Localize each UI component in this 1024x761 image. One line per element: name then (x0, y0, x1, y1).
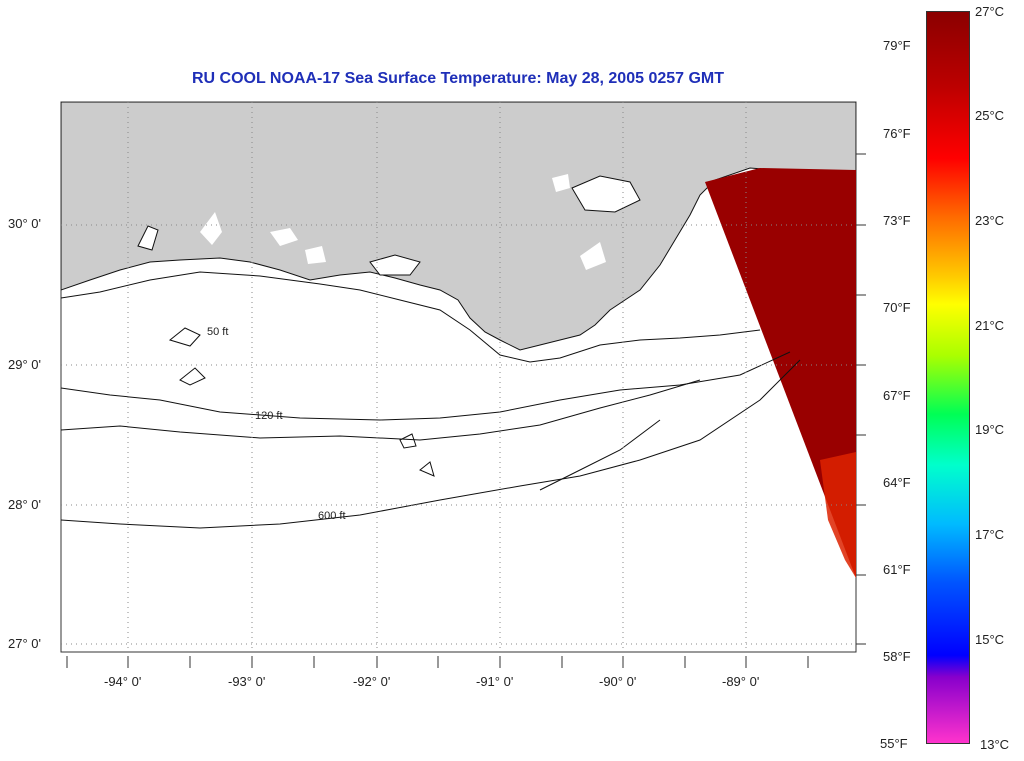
contour-label: 50 ft (207, 326, 229, 338)
temperature-colorbar (926, 11, 970, 744)
map-title: RU COOL NOAA-17 Sea Surface Temperature:… (191, 70, 725, 87)
inland-lake (369, 254, 421, 276)
inland-lake (552, 174, 570, 192)
c-label: 27°C (975, 4, 1005, 19)
contour-small (179, 367, 206, 386)
contour-label: 600 ft (318, 510, 346, 522)
lon-label-90: -90° 0' (599, 674, 637, 689)
contour-50ft (61, 271, 761, 363)
c-label: 19°C (975, 422, 1005, 437)
lon-label-92: -92° 0' (353, 674, 391, 689)
f-label: 67°F (883, 388, 911, 403)
f-label: 76°F (883, 126, 911, 141)
inland-lake (137, 225, 159, 251)
inland-lake (580, 242, 606, 270)
f-label: 61°F (883, 562, 911, 577)
c-label: 23°C (975, 213, 1005, 228)
lon-ticks (66, 656, 809, 668)
contour-label: 120 ft (255, 410, 283, 422)
inland-lake (200, 212, 222, 245)
f-label: 70°F (883, 300, 911, 315)
contour-small (419, 461, 435, 477)
c-label: 17°C (975, 527, 1005, 542)
f-label: 73°F (883, 213, 911, 228)
inland-lake (270, 228, 298, 246)
contour-600ft (539, 419, 661, 491)
contour-120ft (61, 351, 791, 421)
lat-ticks (856, 153, 866, 645)
inland-lake (305, 246, 326, 264)
lat-label-29: 29° 0' (8, 357, 41, 372)
lon-label-91: -91° 0' (476, 674, 514, 689)
lon-label-94: -94° 0' (104, 674, 142, 689)
f-label: 64°F (883, 475, 911, 490)
f-label: 58°F (883, 649, 911, 664)
c-label: 21°C (975, 318, 1005, 333)
land-mass (61, 102, 856, 351)
f-label: 55°F (880, 736, 908, 751)
graticule (61, 102, 856, 652)
f-label: 79°F (883, 38, 911, 53)
contour-small (168, 327, 201, 347)
c-label: 25°C (975, 108, 1005, 123)
c-label: 15°C (975, 632, 1005, 647)
lat-label-30: 30° 0' (8, 216, 41, 231)
lat-label-27: 27° 0' (8, 636, 41, 651)
sst-swath (705, 168, 856, 578)
lon-label-93: -93° 0' (228, 674, 266, 689)
c-label: 13°C (980, 737, 1010, 752)
sst-warm-patch (820, 452, 856, 578)
contour-small (399, 433, 417, 449)
lon-label-89: -89° 0' (722, 674, 760, 689)
contour-600ft (61, 359, 801, 529)
contour-120ft (61, 379, 701, 441)
lat-label-28: 28° 0' (8, 497, 41, 512)
